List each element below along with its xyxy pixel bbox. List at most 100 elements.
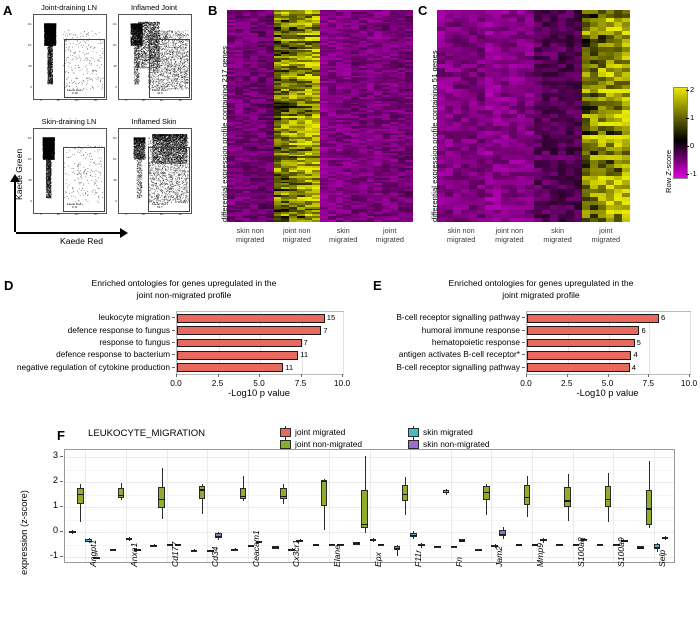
ontology-bar-2[interactable] xyxy=(527,338,635,348)
ontology-bar-1[interactable] xyxy=(527,326,640,336)
heatmap-cell xyxy=(234,169,243,172)
heatmap-cell xyxy=(533,201,542,206)
boxplot-box[interactable] xyxy=(645,489,653,525)
heatmap-cell xyxy=(541,26,550,31)
boxplot-box[interactable] xyxy=(117,487,125,498)
heatmap-cell xyxy=(227,100,235,103)
facs-plot-0[interactable]: Kaede Red+ 2.18 xyxy=(33,14,107,100)
legend-item-0[interactable]: joint migrated xyxy=(280,425,345,439)
heatmap-cell xyxy=(405,169,413,172)
facs-gate-2[interactable] xyxy=(62,147,105,212)
boxplot-box[interactable] xyxy=(653,544,661,549)
heatmap-cell xyxy=(589,167,598,173)
heatmap-cell xyxy=(501,88,510,94)
heatmap-cell xyxy=(557,201,566,206)
heatmap-cell xyxy=(501,126,510,131)
boxplot-box[interactable] xyxy=(77,487,84,505)
heatmap-cell xyxy=(461,143,470,148)
boxplot-box[interactable] xyxy=(158,486,165,509)
heatmap-cell xyxy=(227,123,235,126)
heatmap-cell xyxy=(477,118,486,123)
heatmap-cell xyxy=(437,151,446,156)
heatmap-cell xyxy=(557,68,566,73)
heatmap-cell xyxy=(382,21,390,24)
boxplot-box[interactable] xyxy=(401,484,409,502)
heatmap-cell xyxy=(453,180,462,185)
boxplot-whisker-upper xyxy=(445,488,447,491)
heatmap-cell xyxy=(265,210,274,213)
facs-plot-1[interactable]: Kaede Red+ 42.6 xyxy=(118,14,192,100)
boxplot-box[interactable] xyxy=(604,486,612,507)
heatmap-cell xyxy=(621,18,630,23)
heatmap-cell xyxy=(304,127,313,130)
heatmap-cell xyxy=(382,63,390,66)
boxplot-box[interactable] xyxy=(320,479,328,506)
heatmap-cell xyxy=(273,191,282,194)
heatmap-cell xyxy=(327,139,336,142)
heatmap-cell xyxy=(281,27,289,30)
ontology-bar-3[interactable] xyxy=(177,350,299,360)
heatmap-cell xyxy=(581,159,590,164)
heatmap-cell xyxy=(343,135,351,138)
ontology-bar-0[interactable] xyxy=(527,313,660,323)
heatmap-cell xyxy=(437,22,446,27)
ontology-category-label-3: antigen activates B-cell receptor* xyxy=(398,349,520,360)
heatmap-cell xyxy=(366,56,375,59)
ontology-bar-4[interactable] xyxy=(527,363,630,373)
heatmap-cell xyxy=(304,108,313,111)
ontology-bar-3[interactable] xyxy=(527,350,632,360)
boxplot-box[interactable] xyxy=(239,488,247,500)
legend-item-2[interactable]: joint non-migrated xyxy=(280,437,362,451)
facs-gate-1[interactable] xyxy=(149,38,190,98)
heatmap-cell xyxy=(389,144,398,147)
legend-key-icon-2 xyxy=(280,437,291,451)
boxplot-box[interactable] xyxy=(215,533,222,538)
heatmap-cell xyxy=(573,51,582,56)
ontology-bar-0[interactable] xyxy=(177,313,325,323)
heatmap-cell xyxy=(477,84,486,89)
heatmap-cell xyxy=(541,172,550,177)
facs-plot-3[interactable]: Kaede Red+ 52.7 xyxy=(118,128,192,214)
ontology-bar-1[interactable] xyxy=(177,326,322,336)
heatmap-cell xyxy=(320,21,328,24)
heatmap-cell xyxy=(335,179,344,182)
boxplot-box[interactable] xyxy=(361,489,368,528)
heatmap-cell xyxy=(281,21,289,24)
heatmap-cell xyxy=(242,48,251,51)
heatmap-cell xyxy=(605,109,614,114)
heatmap-cell xyxy=(304,129,313,132)
boxplot-box[interactable] xyxy=(483,486,490,501)
heatmap-cell xyxy=(541,55,550,60)
boxplot-box[interactable] xyxy=(280,488,287,500)
boxplot-box[interactable] xyxy=(499,529,506,537)
boxplot-box[interactable] xyxy=(564,486,571,507)
ontology-bar-4[interactable] xyxy=(177,363,284,373)
heatmap-cell xyxy=(320,56,328,59)
ontology-bar-2[interactable] xyxy=(177,338,302,348)
facs-gate-3[interactable] xyxy=(147,147,190,212)
heatmap-cell xyxy=(533,192,542,198)
heatmap-cell xyxy=(597,113,606,119)
ontology-bar-count-2: 5 xyxy=(636,338,641,347)
heatmap-cell xyxy=(382,144,390,147)
facs-gate-0[interactable] xyxy=(64,38,105,98)
heatmap-cell xyxy=(343,29,351,32)
legend-item-1[interactable]: skin migrated xyxy=(408,425,473,439)
heatmap-cell xyxy=(320,69,328,72)
heatmap-cell xyxy=(335,81,344,84)
heatmap-cell xyxy=(335,127,344,130)
heatmap-cell xyxy=(445,14,454,19)
heatmap-cell xyxy=(565,47,574,52)
heatmap-cell xyxy=(374,177,382,180)
heatmap-cell xyxy=(533,68,542,73)
ontology-bar-count-3: 11 xyxy=(300,350,309,360)
heatmap-cell xyxy=(258,127,266,130)
boxplot-box[interactable] xyxy=(523,485,531,506)
heatmap-cell xyxy=(312,146,320,149)
boxplot-median xyxy=(109,549,117,551)
legend-item-3[interactable]: skin non-migrated xyxy=(408,437,490,451)
boxplot-box[interactable] xyxy=(198,485,206,500)
heatmap-cell xyxy=(296,129,305,132)
facs-plot-2[interactable]: Kaede Red+ 0.71 xyxy=(33,128,107,214)
heatmap-cell xyxy=(613,34,622,40)
